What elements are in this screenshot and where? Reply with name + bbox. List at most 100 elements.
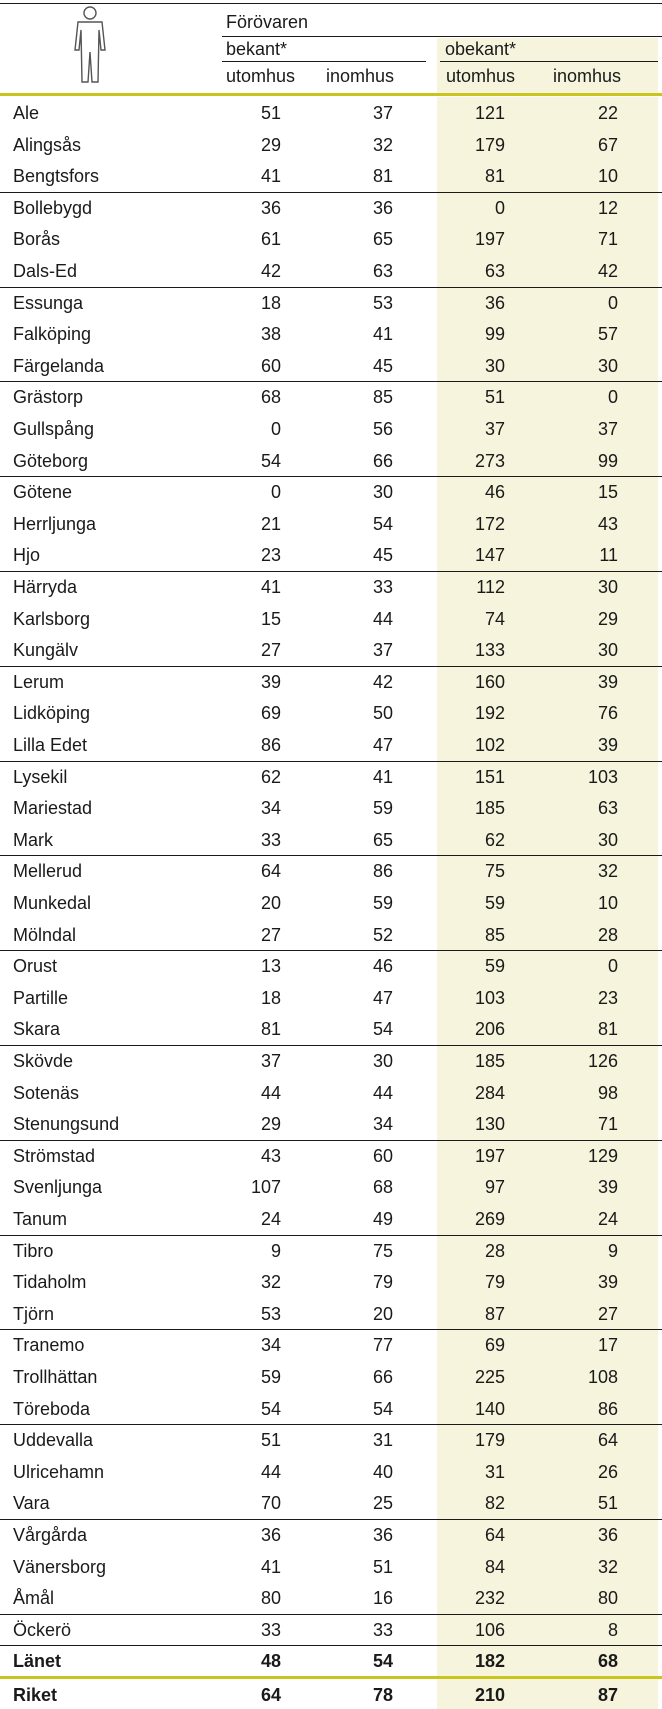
group-separator [0, 1613, 662, 1615]
cell-value: 46 [484, 482, 505, 503]
row-label: Orust [13, 956, 58, 977]
group-label: bekant* [226, 39, 288, 59]
cell-value: 98 [597, 1082, 618, 1103]
cell-value: 0 [607, 292, 618, 313]
row-label: Bengtsfors [13, 166, 100, 187]
row-label: Herrljunga [13, 513, 97, 534]
cell-value: 46 [372, 956, 393, 977]
cell-value: 34 [372, 1114, 393, 1135]
cell-value: 197 [474, 1145, 505, 1166]
cell-value: 30 [597, 829, 618, 850]
cell-value: 61 [260, 229, 281, 250]
cell-value: 68 [260, 387, 281, 408]
row-label: Mölndal [13, 924, 77, 945]
row-label: Ulricehamn [13, 1461, 105, 1482]
cell-value: 107 [250, 1177, 281, 1198]
cell-value: 0 [270, 482, 281, 503]
cell-value: 86 [597, 1398, 618, 1419]
group-separator [0, 1234, 662, 1236]
cell-value: 68 [597, 1651, 618, 1672]
cell-value: 39 [597, 1177, 618, 1198]
cell-value: 22 [597, 103, 618, 123]
cell-value: 40 [372, 1461, 393, 1482]
cell-value: 42 [372, 671, 393, 692]
cell-value: 28 [597, 924, 618, 945]
cell-value: 27 [597, 1303, 618, 1324]
cell-value: 57 [597, 324, 618, 345]
cell-value: 34 [260, 1335, 281, 1356]
cell-value: 32 [597, 1556, 618, 1577]
cell-value: 47 [372, 987, 393, 1008]
group-separator [0, 855, 662, 857]
row-label: Tidaholm [13, 1272, 87, 1293]
row-label: Kungälv [13, 640, 79, 661]
cell-value: 9 [607, 1240, 618, 1261]
cell-value: 210 [474, 1684, 505, 1705]
cell-value: 0 [607, 387, 618, 408]
column-header: inomhus [553, 66, 622, 86]
cell-value: 112 [476, 577, 505, 597]
cell-value: 206 [474, 1019, 505, 1040]
row-label: Lilla Edet [13, 735, 88, 755]
cell-value: 31 [484, 1461, 505, 1482]
column-header: utomhus [446, 66, 516, 86]
cell-value: 42 [260, 261, 281, 281]
cell-value: 52 [372, 924, 393, 945]
cell-value: 43 [597, 513, 618, 534]
cell-value: 15 [260, 608, 281, 629]
cell-value: 34 [260, 798, 281, 819]
cell-value: 68 [372, 1177, 393, 1198]
cell-value: 37 [260, 1051, 281, 1071]
cell-value: 20 [260, 893, 281, 913]
cell-value: 85 [372, 387, 393, 408]
cell-value: 37 [597, 419, 618, 439]
header-rule [0, 93, 662, 96]
cell-value: 33 [372, 1619, 393, 1640]
row-label: Grästorp [13, 387, 84, 408]
cell-value: 185 [474, 1051, 505, 1071]
cell-value: 269 [474, 1209, 505, 1229]
group-label: obekant* [445, 39, 517, 59]
cell-value: 192 [474, 703, 505, 724]
cell-value: 51 [260, 1430, 281, 1451]
cell-value: 30 [597, 577, 618, 597]
cell-value: 81 [597, 1019, 618, 1040]
row-label: Trollhättan [13, 1367, 98, 1387]
cell-value: 29 [260, 134, 281, 155]
row-label: Vårgårda [13, 1525, 88, 1545]
cell-value: 36 [484, 292, 505, 313]
cell-value: 86 [260, 735, 281, 755]
cell-value: 51 [372, 1556, 393, 1577]
cell-value: 51 [597, 1493, 618, 1514]
cell-value: 284 [474, 1082, 505, 1103]
cell-value: 85 [484, 924, 505, 945]
cell-value: 179 [474, 1430, 505, 1451]
cell-value: 179 [474, 134, 505, 155]
cell-value: 75 [484, 861, 505, 882]
header-title: Förövaren [226, 12, 309, 32]
cell-value: 23 [597, 987, 618, 1008]
cell-value: 75 [372, 1240, 393, 1261]
row-label: Åmål [13, 1588, 55, 1609]
cell-value: 65 [372, 229, 393, 250]
cell-value: 24 [260, 1209, 281, 1229]
cell-value: 20 [372, 1303, 393, 1324]
cell-value: 44 [372, 1082, 393, 1103]
group-separator [0, 760, 662, 762]
cell-value: 44 [260, 1082, 281, 1103]
cell-value: 49 [372, 1209, 393, 1229]
row-label: Vänersborg [13, 1556, 107, 1577]
cell-value: 60 [372, 1145, 393, 1166]
cell-value: 13 [260, 956, 281, 977]
title-rule [222, 36, 662, 37]
cell-value: 59 [372, 893, 393, 913]
row-label: Sotenäs [13, 1082, 80, 1103]
cell-value: 54 [260, 450, 281, 471]
cell-value: 37 [484, 419, 505, 439]
cell-value: 60 [260, 355, 281, 376]
row-label: Svenljunga [13, 1177, 103, 1198]
cell-value: 39 [260, 671, 281, 692]
cell-value: 38 [260, 324, 281, 345]
cell-value: 65 [372, 829, 393, 850]
cell-value: 28 [484, 1240, 505, 1261]
